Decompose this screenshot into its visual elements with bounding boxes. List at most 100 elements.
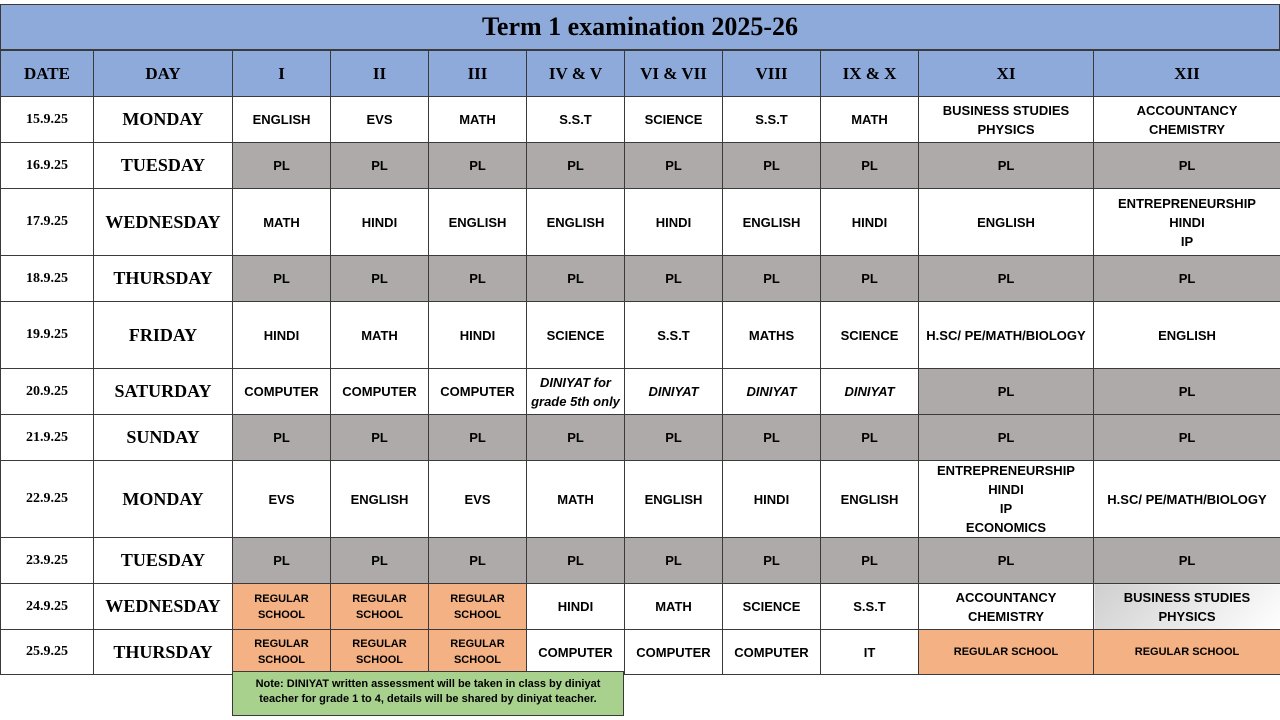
subject-cell: SCIENCE	[526, 301, 625, 369]
subject-line: REGULAR SCHOOL	[1134, 646, 1240, 658]
subject-cell: PL	[1093, 368, 1280, 415]
subject-cell: DINIYAT	[722, 368, 821, 415]
date-cell: 25.9.25	[0, 629, 94, 675]
date-cell: 21.9.25	[0, 414, 94, 461]
subject-line: PL	[371, 430, 388, 445]
subject-line: SCIENCE	[546, 327, 605, 343]
subject-cell: PL	[330, 142, 429, 189]
day-cell: THURSDAY	[93, 255, 233, 302]
subject-line: SCHOOL	[257, 608, 306, 621]
header-date: DATE	[0, 50, 94, 97]
subject-line: REGULAR	[254, 638, 309, 650]
subject-cell: REGULAR SCHOOL	[232, 629, 331, 675]
subject-line: HINDI	[361, 214, 398, 230]
subject-cell: PL	[624, 142, 723, 189]
subject-cell: ENGLISH	[624, 460, 723, 538]
subject-line: COMPUTER	[440, 384, 515, 399]
subject-line: PL	[763, 271, 780, 286]
schedule-row: 18.9.25 THURSDAY PL PL PL PL PL PL PL PL PL	[0, 255, 1280, 302]
subject-cell: DINIYAT	[820, 368, 919, 415]
subject-line: DINIYAT for	[539, 374, 611, 390]
subject-line: PL	[997, 553, 1015, 568]
subject-line: ENGLISH	[252, 112, 311, 127]
subject-cell: SCIENCE	[722, 583, 821, 630]
subject-line: MATH	[459, 112, 496, 127]
header-grade-viii: VIII	[722, 50, 821, 97]
header-grade-ix-x: IX & X	[820, 50, 919, 97]
subject-cell: PL	[428, 255, 527, 302]
subject-line: H.SC/ PE/MATH/BIOLOGY	[1107, 491, 1267, 507]
date-cell: 20.9.25	[0, 368, 94, 415]
subject-line: COMPUTER	[538, 644, 613, 660]
subject-cell: SCIENCE	[820, 301, 919, 369]
subject-line: HINDI	[988, 482, 1024, 497]
subject-line: PL	[567, 158, 584, 173]
subject-line: COMPUTER	[244, 384, 319, 399]
subject-cell: MATH	[428, 96, 527, 143]
subject-cell: S.S.T	[526, 96, 625, 143]
subject-cell: IT	[820, 629, 919, 675]
subject-line: PL	[997, 384, 1015, 399]
subject-line: PHYSICS	[1158, 608, 1216, 624]
subject-line: EVS	[268, 491, 295, 507]
subject-line: PL	[469, 158, 486, 173]
subject-line: SCIENCE	[840, 327, 899, 343]
subject-line: PL	[567, 430, 584, 445]
subject-line: H.SC/ PE/MATH/BIOLOGY	[926, 327, 1086, 343]
subject-cell: MATH	[330, 301, 429, 369]
subject-cell: MATH	[526, 460, 625, 538]
subject-cell: BUSINESS STUDIES PHYSICS	[918, 96, 1094, 143]
date-cell: 23.9.25	[0, 537, 94, 584]
subject-line: PL	[273, 430, 290, 445]
subject-cell: PL	[526, 537, 625, 584]
subject-line: EVS	[366, 112, 393, 127]
subject-cell: ENGLISH	[428, 188, 527, 256]
subject-cell: EVS	[232, 460, 331, 538]
subject-cell: PL	[722, 414, 821, 461]
subject-line: PL	[665, 553, 682, 568]
subject-line: S.S.T	[559, 112, 592, 127]
subject-cell: EVS	[330, 96, 429, 143]
day-cell: SATURDAY	[93, 368, 233, 415]
schedule-row: 19.9.25 FRIDAY HINDI MATH HINDI SCIENCE S.S.T M…	[0, 301, 1280, 369]
subject-cell: ENGLISH	[232, 96, 331, 143]
subject-line: PL	[469, 553, 486, 568]
subject-cell: PL	[918, 368, 1094, 415]
subject-cell: PL	[820, 142, 919, 189]
subject-cell: HINDI	[330, 188, 429, 256]
subject-cell: ACCOUNTANCY CHEMISTRY	[918, 583, 1094, 630]
diniyat-note: Note: DINIYAT written assessment will be…	[232, 671, 624, 716]
subject-line: PL	[567, 271, 584, 286]
subject-line: IP	[1180, 233, 1194, 249]
subject-cell: S.S.T	[820, 583, 919, 630]
subject-cell: COMPUTER	[526, 629, 625, 675]
subject-line: ENTREPRENEURSHIP	[1118, 195, 1256, 211]
subject-line: SCIENCE	[644, 112, 703, 127]
subject-cell: DINIYAT for grade 5th only	[526, 368, 625, 415]
subject-cell: COMPUTER	[428, 368, 527, 415]
day-cell: MONDAY	[93, 96, 233, 143]
subject-cell: ENTREPRENEURSHIP HINDI IP ECONOMICS	[918, 460, 1094, 538]
schedule-row: 16.9.25 TUESDAY PL PL PL PL PL PL PL PL PL	[0, 142, 1280, 189]
day-cell: WEDNESDAY	[93, 188, 233, 256]
subject-cell: PL	[918, 142, 1094, 189]
day-cell: TUESDAY	[93, 142, 233, 189]
header-grade-xi: XI	[918, 50, 1094, 97]
date-cell: 16.9.25	[0, 142, 94, 189]
subject-cell: H.SC/ PE/MATH/BIOLOGY	[1093, 460, 1280, 538]
subject-line: SCHOOL	[453, 608, 502, 621]
day-cell: MONDAY	[93, 460, 233, 538]
subject-line: ENGLISH	[977, 214, 1035, 230]
schedule-row: 23.9.25 TUESDAY PL PL PL PL PL PL PL PL PL	[0, 537, 1280, 584]
subject-line: PL	[997, 430, 1015, 445]
subject-line: HINDI	[851, 214, 888, 230]
subject-line: MATH	[263, 214, 300, 230]
header-day: DAY	[93, 50, 233, 97]
schedule-row: 25.9.25 THURSDAY REGULAR SCHOOL REGULAR SCHOO…	[0, 629, 1280, 675]
subject-line: IP	[999, 501, 1013, 516]
subject-cell: BUSINESS STUDIES PHYSICS	[1093, 583, 1280, 630]
subject-cell: PL	[1093, 255, 1280, 302]
subject-cell: PL	[232, 414, 331, 461]
date-cell: 22.9.25	[0, 460, 94, 538]
subject-cell: PL	[722, 537, 821, 584]
